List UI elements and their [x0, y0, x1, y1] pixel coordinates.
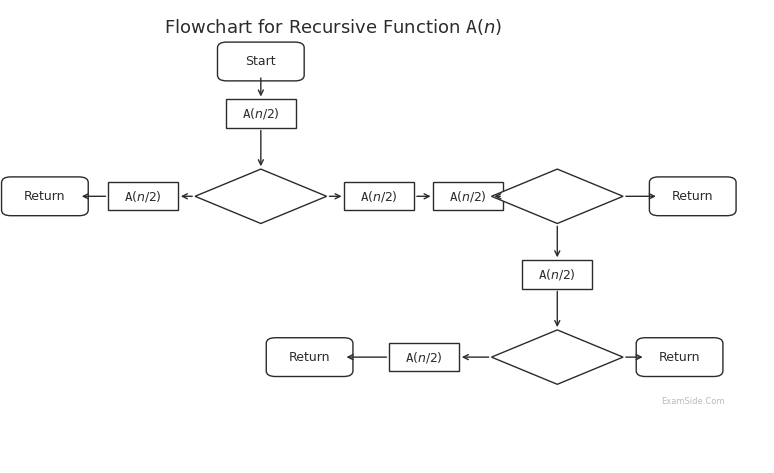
Text: $\mathtt{A}(n/2)$: $\mathtt{A}(n/2)$ [242, 106, 279, 121]
Text: $\mathtt{A}(n/2)$: $\mathtt{A}(n/2)$ [406, 350, 443, 365]
FancyBboxPatch shape [636, 338, 723, 377]
FancyBboxPatch shape [389, 343, 459, 371]
Text: Start: Start [245, 55, 276, 68]
Polygon shape [195, 169, 327, 224]
FancyBboxPatch shape [226, 99, 296, 128]
FancyBboxPatch shape [266, 338, 353, 377]
Text: Return: Return [659, 350, 700, 364]
FancyBboxPatch shape [108, 182, 178, 210]
Text: $\mathtt{A}(n/2)$: $\mathtt{A}(n/2)$ [450, 189, 487, 204]
FancyBboxPatch shape [2, 177, 88, 216]
Text: Return: Return [24, 190, 66, 203]
Text: $\mathtt{A}(n/2)$: $\mathtt{A}(n/2)$ [361, 189, 398, 204]
Text: Return: Return [672, 190, 714, 203]
Polygon shape [491, 330, 623, 384]
Text: $\mathtt{A}(n/2)$: $\mathtt{A}(n/2)$ [539, 267, 576, 282]
FancyBboxPatch shape [344, 182, 414, 210]
Polygon shape [491, 169, 623, 224]
Text: Flowchart for Recursive Function $\mathtt{A}(n)$: Flowchart for Recursive Function $\matht… [164, 17, 502, 36]
FancyBboxPatch shape [522, 260, 592, 289]
Text: ExamSide.Com: ExamSide.Com [661, 397, 724, 406]
Text: Return: Return [289, 350, 330, 364]
FancyBboxPatch shape [217, 42, 304, 81]
Text: $\mathtt{A}(n/2)$: $\mathtt{A}(n/2)$ [125, 189, 162, 204]
FancyBboxPatch shape [649, 177, 736, 216]
FancyBboxPatch shape [433, 182, 503, 210]
